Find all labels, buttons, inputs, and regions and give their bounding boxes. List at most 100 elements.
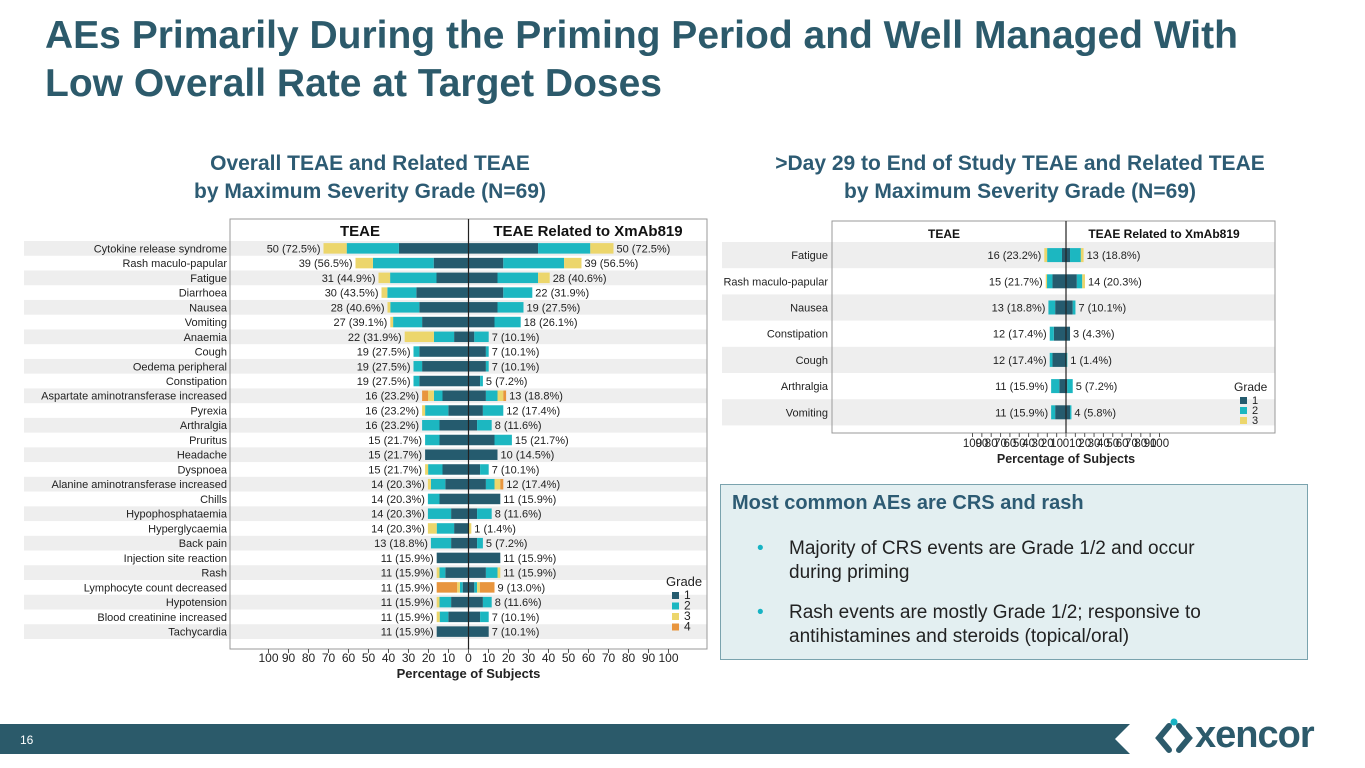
category-label: Tachycardia (168, 627, 228, 639)
x-tick-label: 100 (963, 438, 982, 450)
x-tick-label: 10 (1050, 438, 1063, 450)
related-bar-segment (503, 390, 507, 402)
teae-bar-segment (451, 508, 469, 519)
related-bar-segment (468, 375, 481, 387)
related-bar-segment (1067, 379, 1073, 394)
legend-title: Grade (1234, 380, 1268, 394)
teae-bar-segment (422, 420, 440, 431)
legend-label: 2 (1252, 405, 1258, 417)
row-stripe (24, 417, 707, 433)
logo-text: xencor (1195, 714, 1315, 756)
x-tick-label: 90 (975, 438, 988, 450)
slide-title-line1: AEs Primarily During the Priming Period … (45, 14, 1238, 57)
x-tick-label: 80 (1134, 438, 1147, 450)
teae-bar-segment (445, 567, 469, 578)
teae-bar-segment (427, 493, 440, 505)
teae-data-label: 12 (17.4%) (993, 355, 1047, 367)
teae-bar-segment (1044, 248, 1048, 263)
teae-bar-segment (445, 478, 469, 490)
teae-bar-segment (436, 552, 469, 564)
teae-data-label: 14 (20.3%) (371, 509, 425, 521)
related-bar-segment (485, 478, 495, 490)
legend-swatch (672, 592, 679, 599)
x-tick-label: 30 (522, 651, 536, 665)
teae-bar-segment (1059, 379, 1066, 394)
x-tick-label: 40 (382, 651, 396, 665)
category-label: Hypotension (166, 597, 227, 609)
teae-bar-segment (442, 390, 469, 402)
left-chart-title: Overall TEAE and Related TEAE by Maximum… (120, 150, 620, 206)
related-bar-segment (564, 257, 582, 269)
bullet-dot-icon: • (757, 602, 764, 623)
teae-bar-segment (427, 523, 437, 534)
teae-data-label: 13 (18.8%) (992, 302, 1046, 314)
related-bar-segment (480, 464, 489, 475)
teae-bar-segment (1052, 274, 1066, 289)
row-stripe (24, 535, 707, 551)
related-bar-segment (468, 361, 486, 372)
related-bar-segment (497, 390, 504, 402)
category-label: Vomiting (786, 407, 828, 419)
row-stripe (24, 506, 707, 522)
related-bar-segment (503, 257, 565, 269)
x-tick-label: 0 (1063, 438, 1069, 450)
teae-data-label: 16 (23.2%) (365, 405, 419, 417)
related-bar-segment (479, 582, 495, 593)
teae-bar-segment (439, 493, 469, 505)
related-data-label: 1 (1.4%) (474, 523, 516, 535)
teae-bar-segment (1061, 248, 1066, 263)
related-data-label: 5 (7.2%) (486, 376, 528, 388)
x-tick-label: 60 (1116, 438, 1129, 450)
teae-bar-segment (433, 390, 443, 402)
x-tick-label: 70 (994, 438, 1007, 450)
teae-data-label: 14 (20.3%) (371, 479, 425, 491)
legend-label: 2 (684, 599, 691, 613)
related-bar-segment (468, 346, 486, 357)
related-data-label: 7 (10.1%) (492, 464, 540, 476)
related-bar-segment (482, 596, 492, 608)
related-bar-segment (1072, 300, 1076, 315)
row-stripe (24, 624, 707, 639)
related-data-label: 12 (17.4%) (506, 405, 560, 417)
row-stripe (24, 476, 707, 492)
category-label: Pruritus (189, 435, 227, 447)
teae-bar-segment (436, 523, 455, 534)
teae-data-label: 13 (18.8%) (374, 538, 428, 550)
x-tick-label: 10 (442, 651, 456, 665)
related-bar-segment (1066, 352, 1068, 367)
x-tick-label: 90 (282, 651, 296, 665)
x-tick-label: 50 (362, 651, 376, 665)
callout-box: Most common AEs are CRS and rash • Major… (720, 484, 1308, 660)
teae-bar-segment (448, 611, 469, 623)
x-tick-label: 40 (1022, 438, 1035, 450)
x-tick-label: 100 (1150, 438, 1169, 450)
teae-bar-segment (436, 626, 469, 637)
x-tick-label: 0 (465, 651, 472, 665)
related-panel-label: TEAE Related to XmAb819 (1088, 227, 1240, 241)
category-label: Nausea (790, 302, 829, 314)
category-label: Rash maculo-papular (723, 276, 828, 288)
x-tick-label: 60 (582, 651, 596, 665)
x-tick-label: 70 (322, 651, 336, 665)
teae-bar-segment (436, 272, 469, 284)
teae-data-label: 28 (40.6%) (331, 302, 385, 314)
category-label: Hypophosphataemia (126, 509, 228, 521)
category-label: Alanine aminotransferase increased (52, 479, 228, 491)
teae-bar-segment (1049, 352, 1053, 367)
related-data-label: 7 (10.1%) (492, 627, 540, 639)
slide-title-line2: Low Overall Rate at Target Doses (45, 62, 662, 105)
teae-bar-segment (419, 346, 469, 357)
teae-data-label: 50 (72.5%) (267, 243, 321, 255)
teae-bar-segment (436, 567, 440, 578)
related-bar-segment (468, 493, 501, 505)
related-panel-label: TEAE Related to XmAb819 (493, 223, 682, 240)
related-bar-segment (497, 567, 501, 578)
related-bar-segment (468, 567, 486, 578)
related-data-label: 7 (10.1%) (492, 347, 540, 359)
teae-bar-segment (425, 464, 429, 475)
related-bar-segment (477, 582, 480, 593)
callout-bullet-text: Majority of CRS events are Grade 1/2 and… (789, 538, 1195, 559)
legend-label: 1 (684, 588, 691, 602)
related-bar-segment (477, 537, 483, 549)
teae-bar-segment (459, 582, 463, 593)
